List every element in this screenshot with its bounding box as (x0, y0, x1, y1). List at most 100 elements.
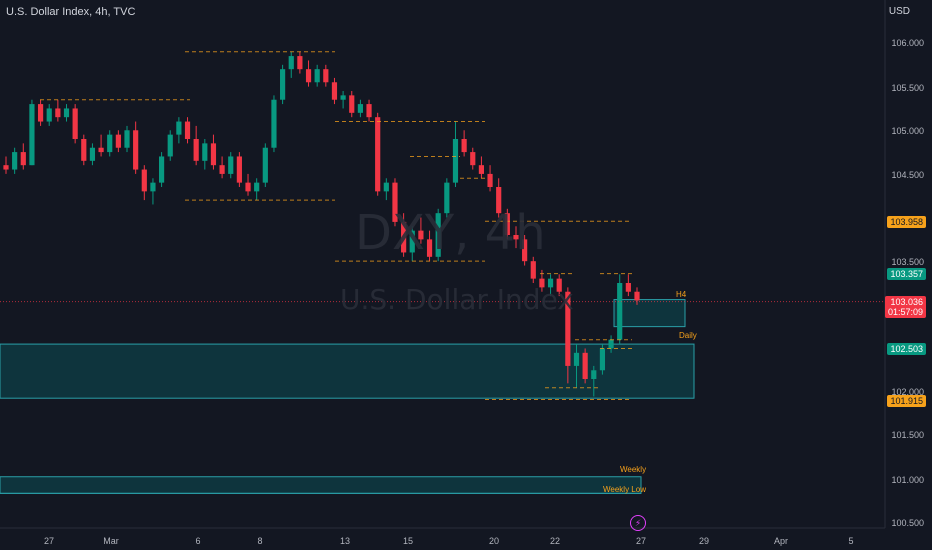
countdown-timer: 01:57:09 (887, 307, 923, 317)
candle-body (115, 134, 121, 148)
candle-body (409, 230, 415, 253)
candle-body (228, 156, 234, 174)
y-tick: 105.500 (891, 83, 924, 93)
x-tick: 13 (339, 536, 351, 546)
candle-body (504, 213, 510, 235)
candle-body (539, 278, 545, 288)
candle-body (547, 278, 554, 288)
candle-body (107, 134, 113, 153)
candle-body (219, 165, 225, 174)
watermark-symbol: DXY, 4h (355, 205, 546, 261)
y-tick: 102.000 (891, 387, 924, 397)
candle-body (184, 121, 191, 139)
candle-body (401, 221, 407, 253)
candle-body (3, 165, 9, 170)
candle-body (37, 104, 44, 122)
candle-body (81, 139, 87, 161)
candle-body (297, 56, 303, 70)
candle-body (634, 291, 640, 301)
candle-body (625, 283, 631, 292)
candle-body (487, 173, 493, 187)
candle-body (305, 69, 312, 83)
candle-body (193, 139, 199, 161)
daily-zone (0, 343, 695, 399)
candle-body (530, 261, 536, 279)
candle-body (236, 156, 242, 183)
x-tick: Mar (103, 536, 119, 546)
y-tick: 106.000 (891, 38, 924, 48)
x-tick: 22 (549, 536, 561, 546)
y-tick: 101.000 (891, 475, 924, 485)
x-tick: 27 (635, 536, 647, 546)
candle-body (357, 104, 363, 113)
candle-body (470, 152, 476, 166)
price-tag-high: 103.357 (887, 268, 926, 280)
candle-body (89, 147, 96, 161)
candle-body (461, 139, 467, 153)
candle-body (392, 182, 398, 222)
x-tick: 15 (402, 536, 414, 546)
candle-body (331, 82, 338, 100)
candle-body (98, 147, 104, 153)
x-tick: 29 (698, 536, 710, 546)
candle-body (522, 239, 528, 262)
candle-body (496, 187, 502, 214)
y-tick: 101.500 (891, 430, 924, 440)
candle-body (435, 213, 441, 257)
candle-body (20, 152, 26, 166)
candle-body (46, 108, 52, 122)
candle-body (452, 139, 459, 183)
y-tick: 105.000 (891, 126, 924, 136)
x-tick: Apr (773, 536, 789, 546)
candle-body (617, 283, 623, 340)
lightning-icon[interactable]: ⚡ (630, 515, 646, 531)
candle-body (375, 117, 381, 192)
y-tick: 104.500 (891, 170, 924, 180)
candle-body (63, 108, 70, 118)
candle-body (12, 152, 18, 170)
candle-body (556, 278, 562, 292)
candle-body (599, 348, 606, 371)
candle-body (478, 165, 485, 174)
candle-body (271, 99, 277, 148)
candle-body (513, 235, 519, 240)
x-tick: 20 (488, 536, 500, 546)
chart-title: U.S. Dollar Index, 4h, TVC (6, 6, 136, 18)
zone-label-h4: H4 (676, 290, 687, 299)
candle-body (426, 239, 433, 257)
candle-body (210, 143, 217, 166)
candle-body (167, 134, 173, 157)
candle-body (314, 69, 320, 83)
y-tick: 103.500 (891, 257, 924, 267)
x-tick: 27 (43, 536, 55, 546)
candle-body (124, 130, 130, 148)
watermark-name: U.S. Dollar Index (340, 283, 574, 316)
candle-body (582, 352, 588, 379)
candle-body (565, 291, 571, 366)
candle-body (444, 182, 450, 214)
zone-label-weekly: Weekly (620, 465, 647, 474)
price-tag-low: 102.503 (887, 343, 926, 355)
candle-body (608, 339, 614, 349)
x-tick: 6 (195, 536, 201, 546)
candle-body (150, 182, 156, 192)
candle-body (176, 121, 182, 135)
price-tag-current: 103.036 01:57:09 (884, 296, 926, 318)
candle-body (158, 156, 165, 183)
candle-body (591, 370, 597, 379)
x-tick: 8 (257, 536, 263, 546)
candle-body (141, 169, 147, 192)
candle-body (418, 230, 424, 240)
candle-body (262, 147, 268, 183)
candle-body (288, 56, 294, 70)
x-tick: 5 (848, 536, 854, 546)
candle-body (29, 104, 35, 166)
candle-body (573, 352, 580, 366)
candle-body (383, 182, 389, 192)
candle-body (245, 182, 251, 192)
price-tag-level: 103.958 (887, 216, 926, 228)
current-price: 103.036 (890, 297, 923, 307)
candle-body (349, 95, 355, 113)
